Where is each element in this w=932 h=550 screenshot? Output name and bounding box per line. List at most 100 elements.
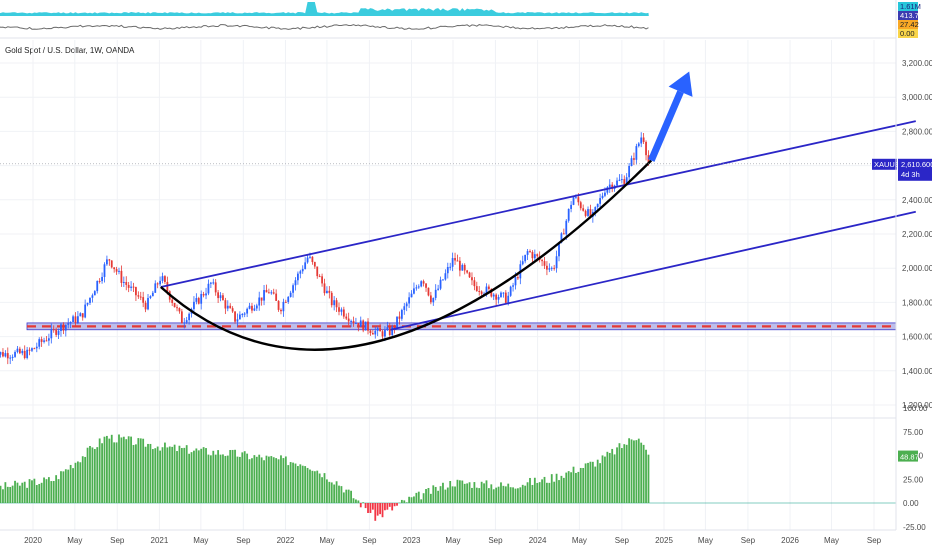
oscillator-bar xyxy=(64,469,67,503)
oscillator-bar xyxy=(526,482,529,503)
oscillator-bar xyxy=(287,465,290,503)
countdown-label: 4d 3h xyxy=(901,170,920,179)
oscillator-bar xyxy=(393,503,396,507)
oscillator-bar xyxy=(176,451,178,503)
time-tick-label: Sep xyxy=(615,536,630,545)
oscillator-bar xyxy=(555,473,558,503)
oscillator-bar xyxy=(342,492,345,503)
oscillator-bar xyxy=(253,455,256,503)
candle-body xyxy=(475,286,478,291)
candle-body xyxy=(442,279,444,281)
oscillator-bar xyxy=(93,449,96,503)
time-tick-label: 2020 xyxy=(24,536,42,545)
candle-body xyxy=(103,264,106,277)
oscillator-bar xyxy=(23,481,26,503)
oscillator-bar xyxy=(548,482,551,503)
candle-body xyxy=(226,305,229,309)
channel-lower-line[interactable] xyxy=(390,210,916,331)
oscillator-bar xyxy=(454,486,456,503)
oscillator-bar xyxy=(594,466,597,503)
oscillator-bar xyxy=(338,485,340,503)
candle-body xyxy=(91,295,94,298)
oscillator-bar xyxy=(633,440,635,503)
candle-body xyxy=(405,303,408,307)
oscillator-bar xyxy=(280,455,282,503)
candle-body xyxy=(514,277,517,286)
candle-body xyxy=(456,260,459,262)
oscillator-bar xyxy=(318,473,321,503)
oscillator-bar xyxy=(52,480,55,503)
oscillator-bar xyxy=(214,454,217,503)
oscillator-bar xyxy=(541,479,543,503)
candle-body xyxy=(258,297,261,306)
candle-body xyxy=(446,267,449,274)
candle-body xyxy=(93,291,96,296)
oscillator-bar xyxy=(355,499,357,503)
top-panel-value: 1.61M xyxy=(900,2,921,11)
chart-title: Gold Spot / U.S. Dollar, 1W, OANDA xyxy=(5,46,135,55)
oscillator-bar xyxy=(367,503,369,513)
oscillator-bar xyxy=(524,485,527,503)
candle-body xyxy=(579,202,582,209)
oscillator-bar xyxy=(427,487,430,503)
candle-body xyxy=(596,203,599,208)
candle-body xyxy=(147,297,149,310)
candle-body xyxy=(304,262,307,269)
candle-body xyxy=(560,233,563,243)
candle-body xyxy=(176,307,178,309)
oscillator-bar xyxy=(304,466,307,503)
oscillator-bar xyxy=(538,482,541,503)
candle-body xyxy=(132,286,135,288)
price-tick-label: 2,200.000 xyxy=(902,230,932,239)
candle-body xyxy=(495,294,498,300)
candle-body xyxy=(391,326,394,335)
channel-upper-line[interactable] xyxy=(160,120,916,288)
candle-body xyxy=(255,305,258,309)
candle-body xyxy=(451,258,454,267)
price-tick-label: 1,400.000 xyxy=(902,367,932,376)
candle-body xyxy=(275,293,278,301)
candle-body xyxy=(253,308,256,311)
candle-body xyxy=(350,320,352,322)
candle-body xyxy=(76,316,79,323)
oscillator-bar xyxy=(132,444,135,503)
oscillator-bar xyxy=(444,489,447,503)
oscillator-bar xyxy=(570,472,572,503)
candle-body xyxy=(4,353,7,357)
oscillator-bar xyxy=(388,503,391,507)
candle-body xyxy=(429,295,432,303)
oscillator-bar xyxy=(31,480,33,503)
candle-body xyxy=(118,270,120,272)
oscillator-bar xyxy=(475,487,478,503)
oscillator-bar xyxy=(47,477,50,503)
candle-body xyxy=(388,327,391,335)
cup-curve[interactable] xyxy=(159,159,653,351)
oscillator-bar xyxy=(490,484,493,503)
oscillator-bar xyxy=(248,459,251,503)
oscillator-bar xyxy=(270,456,273,503)
oscillator-bar xyxy=(630,439,633,503)
projection-arrow[interactable] xyxy=(648,71,693,162)
oscillator-bar xyxy=(311,470,314,503)
oscillator-bar xyxy=(246,453,249,503)
candle-body xyxy=(122,281,125,283)
oscillator-bar xyxy=(151,449,154,503)
candle-body xyxy=(338,307,340,312)
candle-body xyxy=(512,285,514,287)
time-tick-label: Sep xyxy=(362,536,377,545)
oscillator-bar xyxy=(9,487,12,503)
oscillator-bar xyxy=(33,478,36,503)
oscillator-bar xyxy=(323,473,326,503)
oscillator-bar xyxy=(584,463,587,503)
volume-area xyxy=(0,2,649,16)
oscillator-bar xyxy=(154,448,157,503)
candle-body xyxy=(166,281,169,292)
candle-body xyxy=(323,283,326,294)
candle-body xyxy=(248,305,251,309)
time-tick-label: May xyxy=(67,536,82,545)
oscillator-bar xyxy=(84,456,87,503)
price-tick-label: 2,800.000 xyxy=(902,127,932,136)
oscillator-bar xyxy=(504,486,507,503)
price-tick-label: 1,200.000 xyxy=(902,401,932,410)
